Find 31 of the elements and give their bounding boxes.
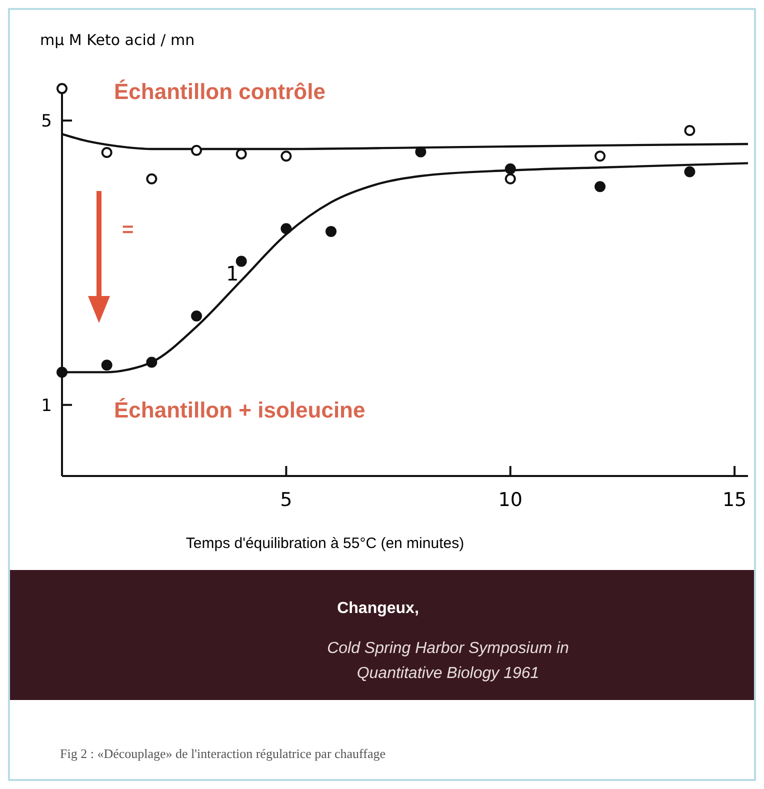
point [146, 356, 158, 368]
caption: Fig 2 : «Découplage» de l'interaction régulatrice par chauffage [60, 746, 386, 761]
y-axis-title: mμ M Keto acid / mn [40, 31, 195, 49]
point [191, 144, 202, 156]
text: Cold Spring Harbor Symposium in Quantitative Biology 1961 [327, 640, 570, 682]
point [280, 223, 292, 234]
point [236, 256, 247, 267]
x-tick-label: 5 [280, 489, 292, 511]
text: Changeux, [337, 600, 419, 617]
x-tick-label: 15 [722, 489, 747, 511]
point [101, 360, 112, 371]
point [56, 366, 68, 378]
point [504, 163, 516, 174]
point [594, 150, 606, 162]
point [326, 226, 337, 237]
point [146, 173, 158, 184]
point [280, 150, 292, 162]
point [594, 181, 606, 192]
point [56, 83, 68, 94]
point [191, 310, 202, 322]
series-label: Échantillon + isoleucine [114, 398, 366, 423]
point [101, 147, 112, 158]
x-axis-title: Temps d'équilibration à 55°C (en minutes) [186, 535, 464, 552]
annotation: = [122, 219, 134, 241]
text: Échantillon contrôle [114, 79, 326, 104]
point [415, 146, 426, 158]
point [684, 166, 696, 178]
annotation: 1 [226, 262, 239, 286]
point [504, 173, 516, 184]
x-tick-label: 10 [498, 489, 522, 511]
point [684, 125, 696, 136]
